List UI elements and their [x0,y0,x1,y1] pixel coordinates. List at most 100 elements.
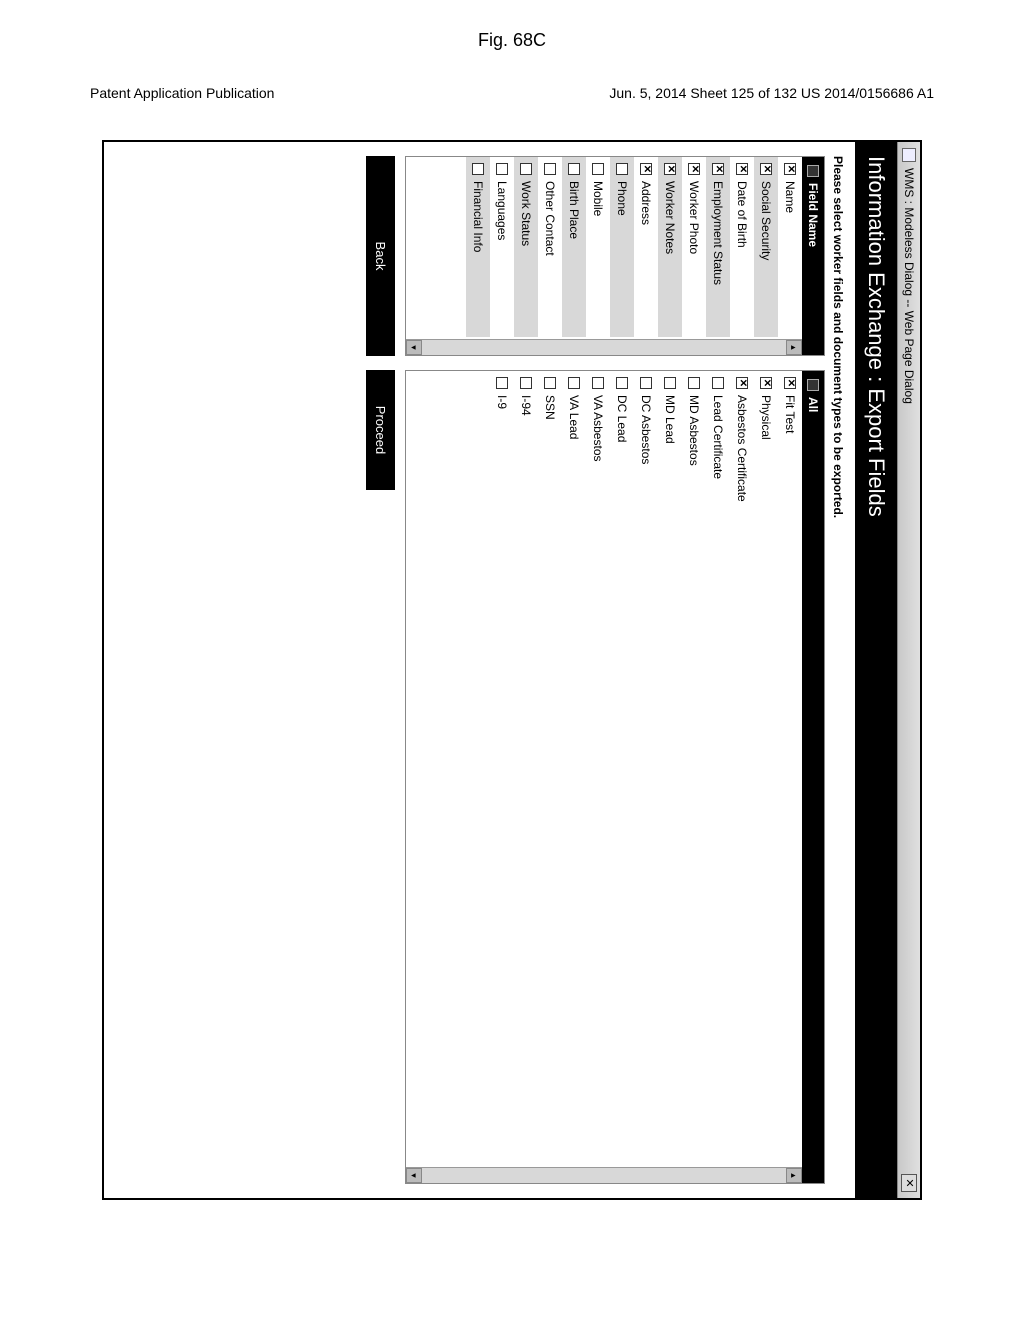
list-item[interactable]: Social Security [754,157,778,337]
right-header-label: All [806,397,820,412]
list-item[interactable]: Physical [754,371,778,1165]
list-item-label: Languages [495,181,509,240]
list-item[interactable]: Phone [610,157,634,337]
list-item[interactable]: Date of Birth [730,157,754,337]
checkbox-icon[interactable] [664,377,676,389]
left-scrollbar[interactable]: ▴ ▾ [406,339,802,355]
list-item[interactable]: VA Lead [562,371,586,1165]
list-item-label: SSN [543,395,557,420]
checkbox-icon[interactable] [520,163,532,175]
list-item-label: VA Asbestos [591,395,605,462]
checkbox-icon[interactable] [592,377,604,389]
dialog-title: WMS : Modeless Dialog -- Web Page Dialog [902,168,916,404]
list-item[interactable]: Lead Certificate [706,371,730,1165]
list-item[interactable]: Worker Notes [658,157,682,337]
checkbox-icon[interactable] [712,163,724,175]
list-item-label: I-94 [519,395,533,416]
list-item-label: Worker Notes [663,181,677,254]
proceed-button[interactable]: Proceed [366,370,395,490]
scroll-up-icon[interactable]: ▴ [786,340,802,355]
list-item-label: Financial Info [471,181,485,252]
checkbox-icon[interactable] [544,163,556,175]
list-item[interactable]: MD Asbestos [682,371,706,1165]
list-item[interactable]: Address [634,157,658,337]
checkbox-icon[interactable] [688,377,700,389]
list-item-label: Name [783,181,797,213]
checkbox-icon[interactable] [616,377,628,389]
checkbox-icon[interactable] [760,377,772,389]
list-item[interactable]: DC Asbestos [634,371,658,1165]
dialog-container: WMS : Modeless Dialog -- Web Page Dialog… [102,140,922,1200]
worker-fields-list: Field Name Name Social SecurityDate of Bi… [405,156,825,356]
banner-title: Information Exchange : Export Fields [855,142,897,1198]
list-item-label: Fit Test [783,395,797,433]
scroll-down-icon[interactable]: ▾ [406,340,422,355]
patent-page-header: Patent Application Publication Jun. 5, 2… [90,85,934,101]
checkbox-icon[interactable] [784,377,796,389]
close-icon[interactable]: ✕ [901,1174,917,1192]
checkbox-icon[interactable] [664,163,676,175]
list-item[interactable]: VA Asbestos [586,371,610,1165]
list-item[interactable]: Name [778,157,802,337]
list-item[interactable]: Languages [490,157,514,337]
checkbox-icon[interactable] [784,163,796,175]
list-item[interactable]: Financial Info [466,157,490,337]
list-item-label: Work Status [519,181,533,246]
right-header-checkbox-icon[interactable] [807,379,819,391]
header-left: Patent Application Publication [90,85,274,101]
list-item-label: Worker Photo [687,181,701,254]
checkbox-icon[interactable] [736,377,748,389]
button-row: Back Proceed [352,142,395,1198]
list-item[interactable]: Asbestos Certificate [730,371,754,1165]
checkbox-icon[interactable] [712,377,724,389]
checkbox-icon[interactable] [568,163,580,175]
checkbox-icon[interactable] [568,377,580,389]
scroll-down-icon[interactable]: ▾ [406,1168,422,1183]
list-item-label: Phone [615,181,629,216]
list-item[interactable]: Mobile [586,157,610,337]
checkbox-icon[interactable] [616,163,628,175]
left-header-checkbox-icon[interactable] [807,165,819,177]
checkbox-icon[interactable] [544,377,556,389]
list-item[interactable]: Employment Status [706,157,730,337]
list-item-label: DC Lead [615,395,629,442]
list-item[interactable]: Other Contact [538,157,562,337]
checkbox-icon[interactable] [640,377,652,389]
list-item[interactable]: I-9 [490,371,514,1165]
document-types-list: All « Fit TestPhysicalAsbestos Certifica… [405,370,825,1184]
back-button[interactable]: Back [366,156,395,356]
list-item[interactable]: Fit Test [778,371,802,1165]
right-scrollbar[interactable]: ▴ ▾ [406,1167,802,1183]
lists-row: Field Name Name Social SecurityDate of Bi… [395,142,825,1198]
list-item[interactable]: MD Lead [658,371,682,1165]
checkbox-icon[interactable] [688,163,700,175]
list-item-label: Mobile [591,181,605,216]
checkbox-icon[interactable] [640,163,652,175]
figure-label: Fig. 68C [478,30,546,51]
list-item-label: Employment Status [711,181,725,285]
list-item-label: MD Lead [663,395,677,444]
checkbox-icon[interactable] [496,377,508,389]
instruction-text: Please select worker fields and document… [825,142,855,1198]
list-item-label: MD Asbestos [687,395,701,466]
list-item-label: DC Asbestos [639,395,653,464]
list-item[interactable]: SSN [538,371,562,1165]
header-right: Jun. 5, 2014 Sheet 125 of 132 US 2014/01… [609,85,934,101]
checkbox-icon[interactable] [760,163,772,175]
left-list-header[interactable]: Field Name [802,157,824,355]
list-item[interactable]: DC Lead [610,371,634,1165]
right-list-header[interactable]: All [802,371,824,1183]
checkbox-icon[interactable] [592,163,604,175]
checkbox-icon[interactable] [472,163,484,175]
scroll-up-icon[interactable]: ▴ [786,1168,802,1183]
checkbox-icon[interactable] [520,377,532,389]
list-item[interactable]: Birth Place [562,157,586,337]
list-item-label: Asbestos Certificate [735,395,749,502]
list-item-label: VA Lead [567,395,581,439]
checkbox-icon[interactable] [736,163,748,175]
list-item[interactable]: Worker Photo [682,157,706,337]
list-item-label: Other Contact [543,181,557,256]
list-item[interactable]: Work Status [514,157,538,337]
checkbox-icon[interactable] [496,163,508,175]
list-item[interactable]: I-94 [514,371,538,1165]
